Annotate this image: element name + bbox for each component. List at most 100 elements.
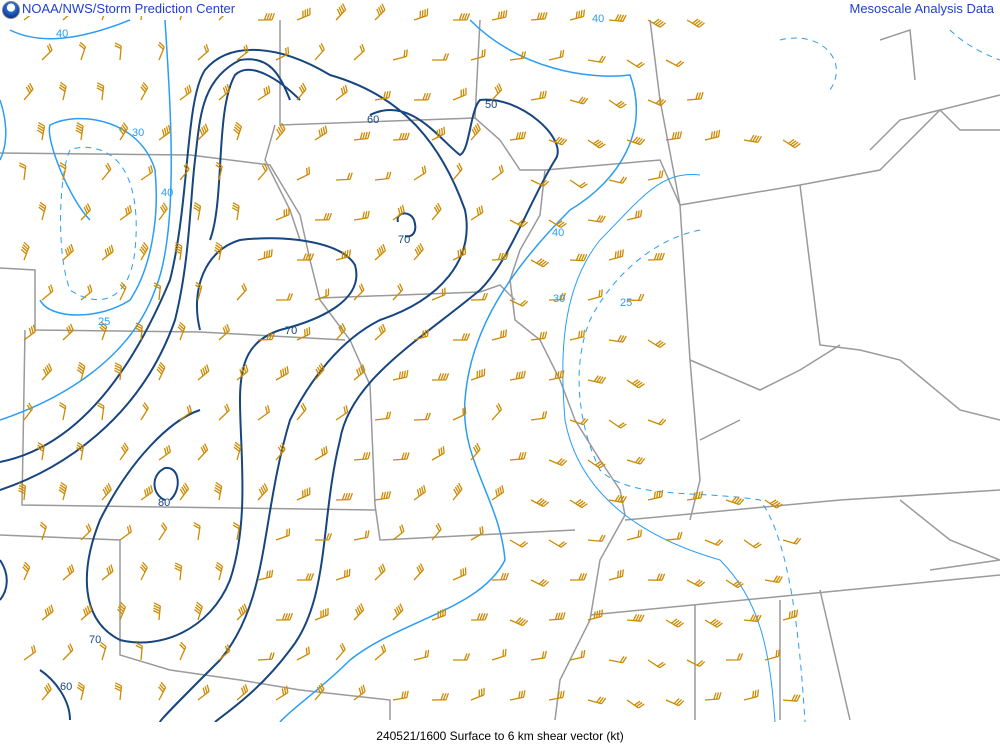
wind-barb <box>431 202 442 221</box>
wind-barb <box>36 442 45 461</box>
border-line <box>589 574 1000 616</box>
wind-barb <box>509 539 529 548</box>
wind-barb <box>314 607 329 621</box>
wind-barb <box>392 283 404 301</box>
wind-barb <box>374 411 392 421</box>
wind-barb <box>41 363 53 381</box>
wind-barb <box>231 202 240 221</box>
wind-barb <box>764 499 783 509</box>
wind-barb <box>530 497 550 508</box>
wind-barb <box>156 361 166 381</box>
wind-barb <box>96 82 105 101</box>
wind-barb <box>453 333 471 341</box>
wind-barb <box>470 292 489 301</box>
wind-barb <box>569 9 586 21</box>
wind-barb <box>569 96 589 105</box>
wind-barb <box>413 649 430 661</box>
wind-barb <box>569 329 586 341</box>
wind-barb <box>119 281 127 301</box>
wind-barb <box>275 366 289 381</box>
wind-barb <box>233 121 243 141</box>
wind-barb <box>353 530 370 541</box>
wind-barb <box>179 404 192 421</box>
wind-barb <box>119 524 132 541</box>
wind-barb <box>452 13 471 21</box>
wind-barb <box>179 482 190 501</box>
border-line <box>474 117 701 521</box>
wind-barb <box>353 210 370 221</box>
wind-barb <box>665 531 683 541</box>
wind-barb <box>608 99 627 109</box>
wind-barb <box>197 123 209 141</box>
wind-barb <box>413 92 432 101</box>
wind-barb <box>431 126 446 141</box>
wind-barb <box>626 456 646 465</box>
wind-barb <box>158 444 172 461</box>
wind-barb <box>665 618 685 628</box>
wind-barb <box>296 487 311 501</box>
wind-barb <box>314 125 328 141</box>
wind-barb <box>509 451 527 461</box>
wind-barb <box>569 253 588 262</box>
wind-barb <box>530 331 548 341</box>
wind-barb <box>743 614 762 623</box>
wind-barb <box>218 323 231 341</box>
contour-label: 80 <box>158 497 170 509</box>
wind-barb <box>236 364 249 381</box>
wind-barb <box>452 482 463 501</box>
contour-line <box>85 237 358 644</box>
wind-barb <box>413 8 429 21</box>
wind-barb <box>23 324 36 341</box>
wind-barb <box>215 161 223 181</box>
wind-barb <box>530 650 547 661</box>
wind-barb <box>114 682 123 701</box>
wind-barb <box>431 608 447 621</box>
wind-barb <box>374 171 392 181</box>
dark-contours <box>0 48 559 723</box>
map-caption: 240521/1600 Surface to 6 km shear vector… <box>376 729 624 743</box>
wind-barb <box>548 292 567 301</box>
wind-barb <box>470 49 486 61</box>
contour-line <box>279 19 638 723</box>
contour-line <box>0 48 468 723</box>
wind-barb <box>275 442 286 461</box>
contour-label: 40 <box>56 28 68 40</box>
wind-barb <box>233 441 242 461</box>
contour-label: 30 <box>132 127 144 139</box>
contour-line <box>0 559 8 601</box>
border-line <box>509 169 626 721</box>
contour-label: 30 <box>553 293 565 305</box>
wind-barb <box>608 569 624 581</box>
wind-barb <box>257 569 274 581</box>
wind-barb <box>608 656 628 664</box>
wind-barb <box>491 329 508 341</box>
border-line <box>869 28 1000 151</box>
wind-barb <box>335 172 353 181</box>
wind-barb <box>353 603 365 621</box>
wind-barb <box>119 204 133 221</box>
wind-barb <box>392 204 405 221</box>
contour-label: 70 <box>89 634 101 646</box>
wind-barb <box>452 567 467 581</box>
contour-label: 25 <box>620 297 632 309</box>
wind-barb <box>491 252 509 261</box>
contour-line <box>562 173 776 723</box>
wind-barb <box>140 81 149 101</box>
wind-barb <box>80 203 92 221</box>
wind-barb <box>197 443 209 461</box>
wind-barb <box>236 684 249 701</box>
wind-barb <box>608 494 627 504</box>
wind-barb <box>548 539 567 548</box>
wind-barb <box>197 684 210 701</box>
wind-barb <box>353 452 371 461</box>
wind-barb <box>140 402 149 421</box>
wind-barb <box>296 327 311 341</box>
wind-barb <box>431 287 446 301</box>
wind-barb <box>62 323 74 341</box>
wind-barb <box>452 162 463 181</box>
contour-label: 70 <box>398 234 410 246</box>
wind-barb <box>548 370 565 381</box>
wind-barb <box>569 573 588 581</box>
wind-barb <box>587 55 606 64</box>
wind-barb <box>509 51 527 61</box>
